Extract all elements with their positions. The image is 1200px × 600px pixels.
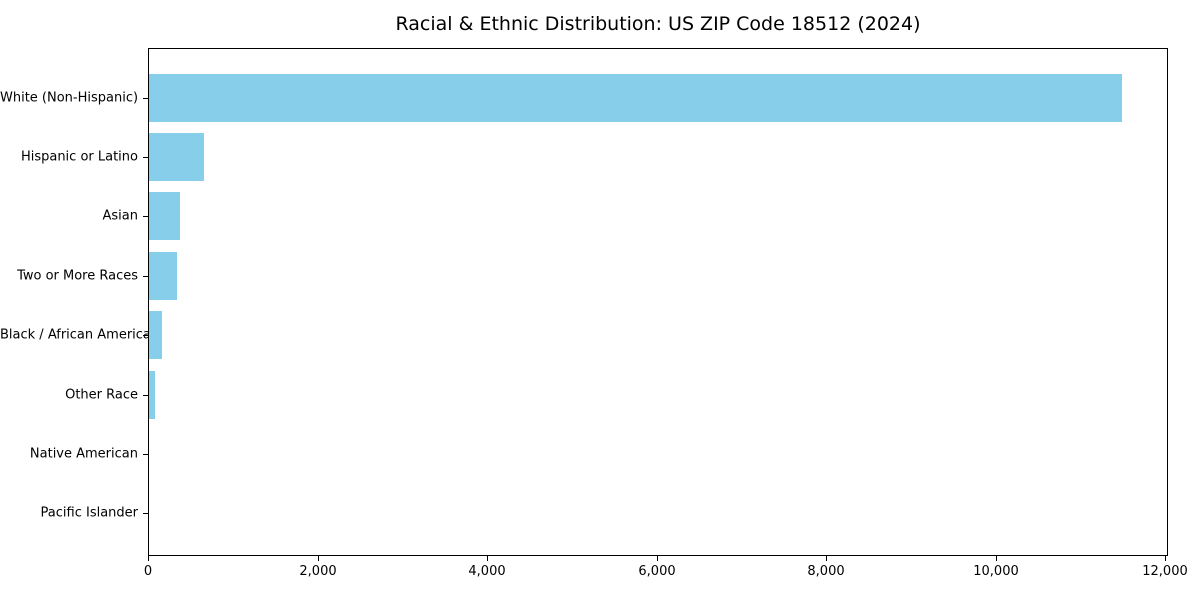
x-tick-label: 10,000: [973, 564, 1019, 579]
x-tick: [657, 556, 658, 561]
y-tick: [143, 216, 148, 217]
y-tick: [143, 395, 148, 396]
category-label: Pacific Islander: [40, 505, 138, 521]
x-tick: [487, 556, 488, 561]
plot-area: [148, 48, 1168, 556]
x-tick-label: 4,000: [468, 564, 506, 579]
category-label: Native American: [29, 446, 138, 462]
x-tick-label: 8,000: [807, 564, 845, 579]
x-tick: [996, 556, 997, 561]
y-tick: [143, 513, 148, 514]
category-label: Black / African American: [0, 327, 160, 343]
bar: [149, 192, 181, 240]
bar: [149, 311, 163, 359]
category-label: Other Race: [65, 387, 138, 403]
bar: [149, 133, 205, 181]
x-tick-label: 6,000: [638, 564, 676, 579]
y-tick: [143, 157, 148, 158]
bar: [149, 371, 156, 419]
bar: [149, 252, 177, 300]
y-tick: [143, 276, 148, 277]
x-tick-label: 0: [143, 564, 153, 579]
chart-title: Racial & Ethnic Distribution: US ZIP Cod…: [395, 13, 921, 35]
category-label: Two or More Races: [17, 268, 138, 284]
x-tick-label: 2,000: [299, 564, 337, 579]
bar: [149, 74, 1123, 122]
x-tick: [1165, 556, 1166, 561]
category-label: Hispanic or Latino: [20, 149, 138, 165]
x-tick: [826, 556, 827, 561]
category-label: White (Non-Hispanic): [0, 90, 139, 106]
category-label: Asian: [102, 208, 138, 224]
y-tick: [143, 98, 148, 99]
y-tick: [143, 454, 148, 455]
x-tick: [318, 556, 319, 561]
y-tick: [143, 335, 148, 336]
x-tick-label: 12,000: [1142, 564, 1188, 579]
x-tick: [148, 556, 149, 561]
